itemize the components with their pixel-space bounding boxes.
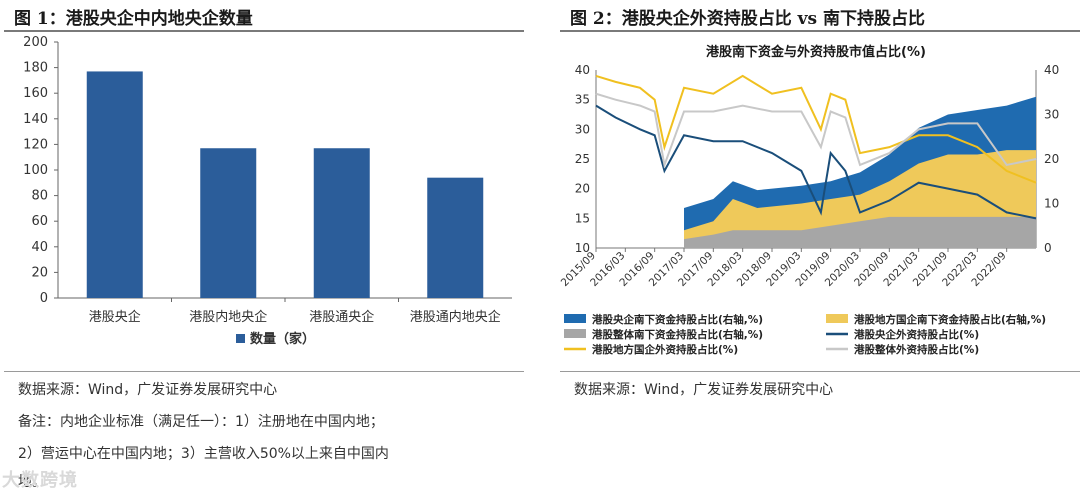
legend-swatch [564,329,586,338]
left-tick-label: 35 [575,93,590,107]
left-tick-label: 20 [575,182,590,196]
x-tick-label: 港股通央企 [309,309,374,325]
figure-1-note-line-3: 地。 [18,474,46,490]
figure-2-top-rule [560,30,1080,32]
line-series [595,92,1037,169]
legend-label: 数量（家） [250,331,315,347]
left-tick-label: 40 [575,63,590,77]
figure-1-title: 图 1：港股央企中内地央企数量 [14,9,253,29]
left-tick-label: 15 [575,211,590,225]
y-tick-label: 40 [31,240,48,255]
y-tick-label: 180 [23,61,48,76]
legend-swatch [236,334,245,343]
legend-swatch [564,314,586,323]
left-tick-label: 30 [575,122,590,136]
left-tick-label: 25 [575,152,590,166]
legend-swatch [826,314,848,323]
x-tick-label: 港股通内地央企 [410,309,501,325]
right-tick-label: 40 [1044,63,1059,77]
y-tick-label: 60 [31,214,48,229]
area-line-chart: 港股南下资金与外资持股市值占比(%) 10 15 20 25 30 35 40 0 10 20 30 4… [559,44,1059,356]
line-series [595,74,1037,184]
figure-1-panel: 图 1：港股央企中内地央企数量 0 20 40 60 80 100 120 140 160 180… [0,0,528,500]
figure-1-note-line-2: 2）营运中心在中国内地；3）主营收入50%以上来自中国内 [18,446,389,462]
right-tick-label: 20 [1044,152,1059,166]
figure-1-note-line-1: 备注：内地企业标准（满足任一）：1）注册地在中国内地； [18,414,384,430]
area-series [684,216,1036,248]
figure-1-bottom-rule [4,371,524,372]
figure-1-source: 数据来源：Wind，广发证券发展研究中心 [18,382,278,398]
bar [200,148,257,298]
y-tick-label: 160 [23,86,48,101]
watermark-logo: 大数跨境 [2,470,78,491]
x-tick-label: 港股央企 [89,309,141,325]
figure-2-bottom-rule [560,371,1080,372]
bar [427,177,484,298]
legend-label: 港股地方国企南下资金持股占比(右轴,%) [854,313,1046,326]
bar [313,148,370,298]
legend-label: 港股央企外资持股占比(%) [854,328,979,341]
figure-2-title: 图 2：港股央企外资持股占比 vs 南下持股占比 [570,9,926,29]
y-tick-label: 20 [31,265,48,280]
y-tick-label: 140 [23,112,48,127]
y-tick-label: 100 [23,163,48,178]
bar [86,71,143,298]
y-tick-label: 120 [23,137,48,152]
figure-1-top-rule [4,30,524,32]
left-tick-label: 10 [575,241,590,255]
legend-label: 港股地方国企外资持股占比(%) [592,343,738,356]
right-tick-label: 30 [1044,108,1059,122]
y-tick-label: 80 [31,189,48,204]
y-tick-label: 0 [40,291,48,306]
figure-2-source: 数据来源：Wind，广发证券发展研究中心 [574,382,834,398]
right-tick-label: 10 [1044,197,1059,211]
chart-title: 港股南下资金与外资持股市值占比(%) [706,44,926,60]
right-tick-label: 0 [1044,241,1052,255]
bar-chart: 0 20 40 60 80 100 120 140 160 180 200 港股央企 港股内地央企 港股通… [23,35,512,347]
legend-label: 港股央企南下资金持股占比(右轴,%) [592,313,763,326]
legend-label: 港股整体外资持股占比(%) [854,343,979,356]
legend-label: 港股整体南下资金持股占比(右轴,%) [592,328,763,341]
y-tick-label: 200 [23,35,48,50]
line-series [595,104,1037,220]
figure-2-panel: 图 2：港股央企外资持股占比 vs 南下持股占比 港股南下资金与外资持股市值占比… [556,0,1080,500]
x-tick-label: 港股内地央企 [189,309,267,325]
